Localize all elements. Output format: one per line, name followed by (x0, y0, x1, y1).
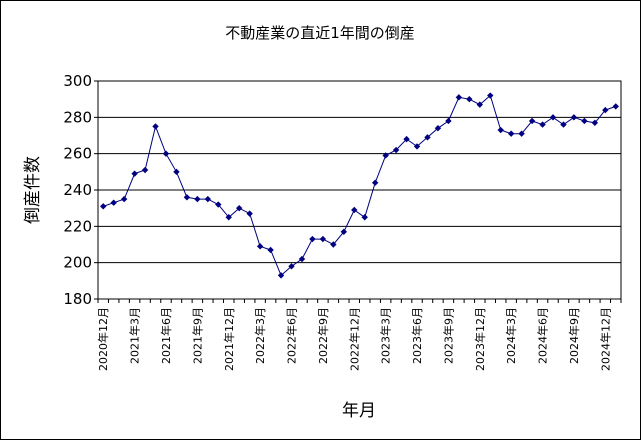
x-axis-label: 年月 (342, 401, 376, 421)
data-point-2022年6月 (288, 263, 295, 270)
data-point-2023年6月 (413, 143, 421, 150)
x-tick-label: 2022年12月 (347, 307, 361, 371)
data-point-2022年9月 (319, 235, 327, 243)
data-point-2024年6月 (539, 121, 546, 128)
data-point-2024年2月 (497, 126, 504, 134)
y-tick-label: 180 (63, 290, 92, 308)
data-point-2024年1月 (487, 92, 494, 99)
data-point-2023年2月 (371, 179, 379, 186)
x-tick-label: 2023年6月 (410, 307, 424, 364)
data-point-2022年1月 (236, 204, 243, 212)
data-point-2023年4月 (392, 146, 400, 154)
y-tick-label: 220 (63, 217, 92, 235)
data-point-2024年10月 (581, 117, 588, 125)
data-point-2022年2月 (246, 210, 253, 217)
data-point-2023年11月 (466, 95, 473, 103)
y-tick-label: 280 (63, 108, 92, 126)
x-tick-label: 2020年12月 (96, 307, 110, 371)
data-point-2022年5月 (277, 272, 285, 279)
data-point-2021年9月 (194, 195, 201, 203)
gridlines (98, 116, 621, 264)
data-point-2023年3月 (382, 152, 389, 159)
x-tick-label: 2022年3月 (253, 307, 267, 364)
y-tick-label: 240 (63, 181, 92, 199)
data-point-2024年3月 (507, 130, 515, 137)
data-point-2021年12月 (225, 214, 232, 221)
y-tick-label: 260 (63, 145, 92, 163)
y-tick-label: 200 (63, 254, 92, 272)
data-point-2023年9月 (445, 117, 452, 125)
x-tick-label: 2021年6月 (159, 307, 173, 364)
x-tick-label: 2023年9月 (441, 307, 455, 364)
data-point-2022年11月 (340, 228, 348, 235)
x-tick-label: 2024年9月 (567, 307, 581, 364)
y-tick-label: 300 (63, 72, 92, 90)
x-tick-label: 2023年12月 (473, 307, 487, 371)
y-axis-ticks: 180 200 220 240 260 280 300 (63, 72, 98, 308)
data-point-2021年1月 (110, 199, 117, 206)
data-point-2022年4月 (267, 246, 274, 254)
x-axis-ticks: 2020年12月 2021年3月 2021年6月 2021年9月 2021年12月 202… (96, 299, 622, 371)
data-point-2024年9月 (570, 114, 578, 121)
x-tick-label: 2024年12月 (598, 307, 612, 371)
data-point-2021年6月 (162, 150, 170, 157)
data-point-2024年7月 (549, 114, 557, 121)
data-point-2024年12月 (602, 106, 609, 114)
data-point-2021年5月 (152, 123, 159, 130)
x-tick-label: 2024年6月 (536, 307, 550, 364)
data-point-2022年7月 (298, 255, 306, 263)
data-point-2023年5月 (403, 135, 410, 143)
x-tick-label: 2024年3月 (504, 307, 518, 364)
series-layer (100, 92, 619, 279)
data-point-2021年3月 (131, 170, 138, 177)
data-point-2021年11月 (215, 201, 222, 208)
data-point-2021年8月 (183, 194, 191, 201)
data-point-2023年1月 (361, 214, 368, 221)
x-tick-label: 2021年9月 (190, 307, 204, 364)
data-point-2020年12月 (100, 203, 107, 210)
data-point-2021年10月 (204, 195, 212, 203)
data-point-2023年12月 (476, 101, 483, 108)
data-point-2024年8月 (560, 121, 567, 128)
data-point-2022年12月 (351, 206, 358, 214)
data-point-2021年7月 (173, 168, 180, 176)
y-axis-label: 倒産件数 (23, 156, 43, 224)
data-point-2022年8月 (309, 235, 316, 243)
data-point-2024年5月 (528, 117, 536, 125)
data-point-2023年8月 (434, 125, 442, 132)
data-point-2024年11月 (591, 119, 599, 126)
x-tick-label: 2023年3月 (379, 307, 393, 364)
data-point-2022年3月 (256, 243, 264, 250)
data-point-2023年10月 (455, 94, 463, 101)
data-point-2023年7月 (424, 134, 431, 141)
x-tick-label: 2021年3月 (128, 307, 142, 364)
data-point-2025年1月 (612, 103, 619, 110)
x-tick-label: 2021年12月 (222, 307, 236, 371)
x-tick-label: 2022年9月 (316, 307, 330, 364)
data-point-2021年2月 (120, 195, 128, 203)
data-point-2024年4月 (518, 130, 525, 137)
x-tick-label: 2022年6月 (285, 307, 299, 364)
chart-title: 不動産業の直近1年間の倒産 (225, 24, 415, 42)
data-point-2022年10月 (330, 241, 337, 248)
data-point-2021年4月 (141, 166, 149, 174)
